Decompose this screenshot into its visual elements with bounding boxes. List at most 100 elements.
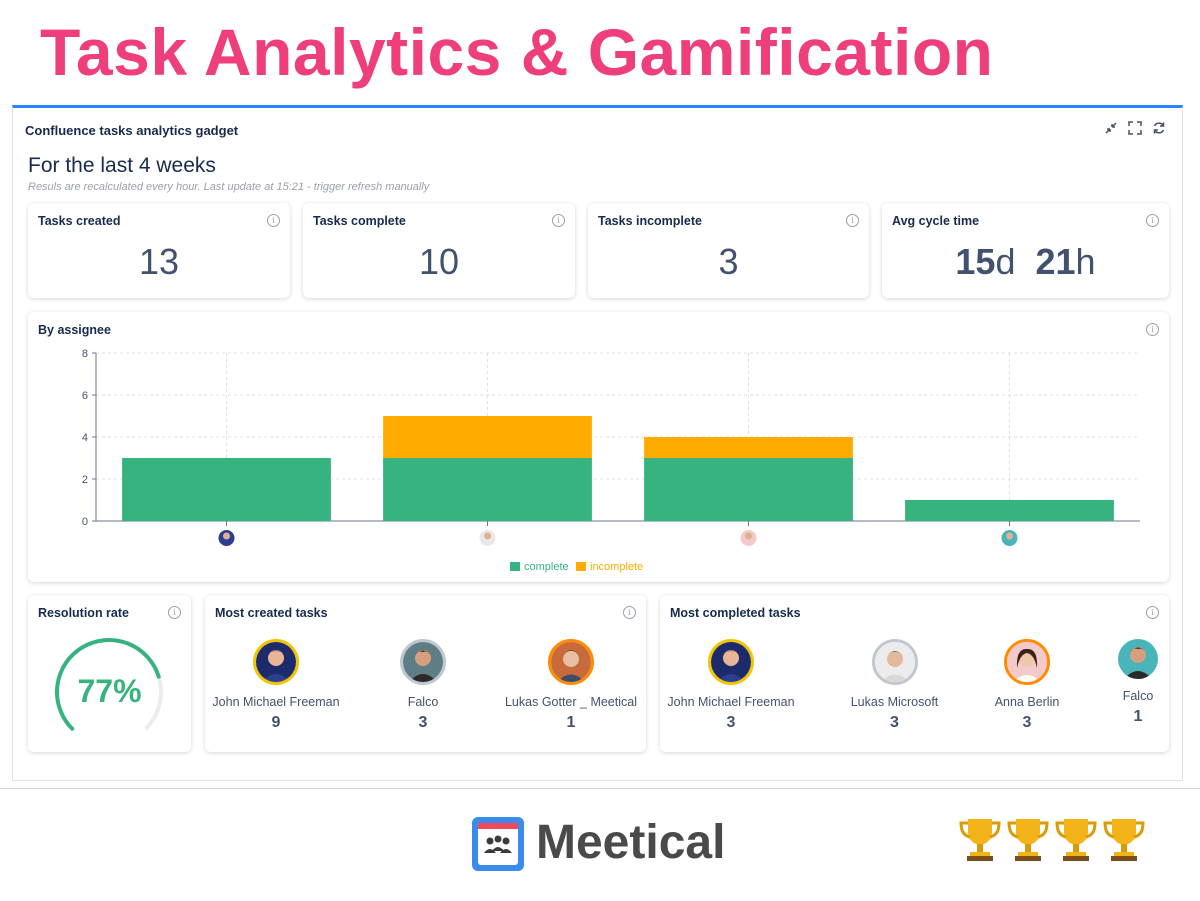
info-icon[interactable]: i (552, 214, 565, 227)
minimize-icon[interactable] (1104, 121, 1118, 135)
person-count: 3 (418, 714, 428, 731)
refresh-icon[interactable] (1152, 121, 1166, 135)
meetical-logo-text: Meetical (536, 816, 726, 869)
legend-swatch-incomplete (576, 562, 586, 571)
by-assignee-title: By assignee (38, 323, 111, 337)
tasks-created-card: Tasks created i 13 (28, 203, 290, 298)
bar-incomplete (383, 416, 592, 458)
resolution-rate-card: Resolution rate i 77% (28, 595, 191, 752)
tasks-incomplete-card: Tasks incomplete i 3 (588, 203, 869, 298)
footer-banner: Meetical (0, 788, 1200, 901)
legend-label-incomplete: incomplete (590, 561, 643, 573)
refresh-note: Resuls are recalculated every hour. Last… (28, 181, 430, 193)
person-name: John Michael Freeman (212, 695, 340, 709)
by-assignee-card: By assignee i 0 2 4 6 8 complete incomplete (28, 312, 1169, 582)
info-icon[interactable]: i (1146, 214, 1159, 227)
fullscreen-icon[interactable] (1128, 121, 1142, 135)
most-completed-person[interactable]: Falco 1 (1108, 639, 1168, 726)
info-icon[interactable]: i (1146, 606, 1159, 619)
most-completed-person[interactable]: Lukas Microsoft 3 (842, 639, 947, 732)
avatar (548, 639, 594, 685)
analytics-gadget: Confluence tasks analytics gadget For th… (12, 105, 1183, 781)
person-count: 1 (1133, 708, 1143, 725)
cycle-days-unit: d (995, 241, 1016, 282)
y-tick-label: 0 (82, 516, 88, 528)
bar-complete (905, 500, 1114, 521)
tasks-created-label: Tasks created (38, 214, 121, 228)
avatar (1004, 639, 1050, 685)
assignee-avatar-face (223, 532, 230, 540)
person-name: Falco (1122, 689, 1154, 703)
most-completed-person[interactable]: Anna Berlin 3 (986, 639, 1068, 732)
legend-swatch-complete (510, 562, 520, 571)
assignee-avatar-face (1006, 532, 1013, 540)
trophy-row (958, 815, 1146, 868)
avatar (253, 639, 299, 685)
bar-complete (122, 458, 331, 521)
avg-cycle-card: Avg cycle time i 15d 21h (882, 203, 1169, 298)
info-icon[interactable]: i (623, 606, 636, 619)
gauge-fill (55, 638, 161, 731)
legend-label-complete: complete (524, 561, 569, 573)
tasks-complete-value: 10 (418, 241, 460, 282)
most-completed-card: Most completed tasks i John Michael Free… (660, 595, 1169, 752)
gadget-title: Confluence tasks analytics gadget (25, 123, 239, 138)
info-icon[interactable]: i (846, 214, 859, 227)
bar-complete (383, 458, 592, 521)
resolution-rate-value: 77% (77, 673, 142, 709)
most-created-person[interactable]: Falco 3 (373, 639, 473, 732)
assignee-avatar-face (484, 532, 491, 540)
gadget-toolbar (1104, 121, 1166, 135)
info-icon[interactable]: i (267, 214, 280, 227)
y-tick-label: 6 (82, 390, 88, 402)
resolution-rate-label: Resolution rate (38, 606, 129, 620)
person-name: Lukas Microsoft (850, 695, 939, 709)
person-name: Lukas Gotter _ Meetical (504, 695, 637, 709)
tasks-created-value: 13 (138, 241, 180, 282)
avg-cycle-label: Avg cycle time (892, 214, 980, 228)
most-created-person[interactable]: John Michael Freeman 9 (211, 639, 341, 732)
most-created-label: Most created tasks (215, 606, 328, 620)
period-heading: For the last 4 weeks (28, 154, 216, 177)
bar-incomplete (644, 437, 853, 458)
most-completed-person[interactable]: John Michael Freeman 3 (666, 639, 796, 732)
person-count: 3 (890, 714, 899, 731)
person-count: 9 (271, 714, 281, 731)
resolution-gauge (55, 638, 163, 731)
y-tick-label: 4 (82, 432, 88, 444)
most-created-card: Most created tasks i John Michael Freema… (205, 595, 646, 752)
meetical-logo-icon (470, 815, 526, 873)
avg-cycle-value: 15d 21h (882, 241, 1169, 283)
assignee-bar-chart: 0 2 4 6 8 complete incomplete (82, 348, 1140, 573)
trophy-icon (1102, 815, 1146, 868)
avatar (871, 639, 918, 685)
person-name: John Michael Freeman (667, 695, 795, 709)
person-name: Anna Berlin (994, 695, 1060, 709)
trophy-icon (1006, 815, 1050, 868)
page-headline: Task Analytics & Gamification (40, 15, 994, 89)
most-completed-label: Most completed tasks (670, 606, 801, 620)
bar-complete (644, 458, 853, 521)
tasks-incomplete-value: 3 (718, 241, 739, 282)
y-tick-label: 8 (82, 348, 88, 360)
most-created-person[interactable]: Lukas Gotter _ Meetical 1 (501, 639, 641, 732)
tasks-complete-card: Tasks complete i 10 (303, 203, 575, 298)
tasks-complete-label: Tasks complete (313, 214, 406, 228)
assignee-avatar-face (745, 532, 752, 540)
cycle-days: 15 (955, 241, 996, 282)
info-icon[interactable]: i (1146, 323, 1159, 336)
info-icon[interactable]: i (168, 606, 181, 619)
avatar (400, 639, 446, 685)
cycle-hours-unit: h (1075, 241, 1096, 282)
tasks-incomplete-label: Tasks incomplete (598, 214, 702, 228)
avatar (708, 639, 754, 685)
cycle-hours: 21 (1035, 241, 1076, 282)
person-count: 3 (1022, 714, 1032, 731)
person-count: 1 (566, 714, 576, 731)
y-tick-label: 2 (82, 474, 88, 486)
trophy-icon (1054, 815, 1098, 868)
trophy-icon (958, 815, 1002, 868)
person-name: Falco (407, 695, 439, 709)
avatar (1118, 639, 1158, 679)
person-count: 3 (726, 714, 736, 731)
